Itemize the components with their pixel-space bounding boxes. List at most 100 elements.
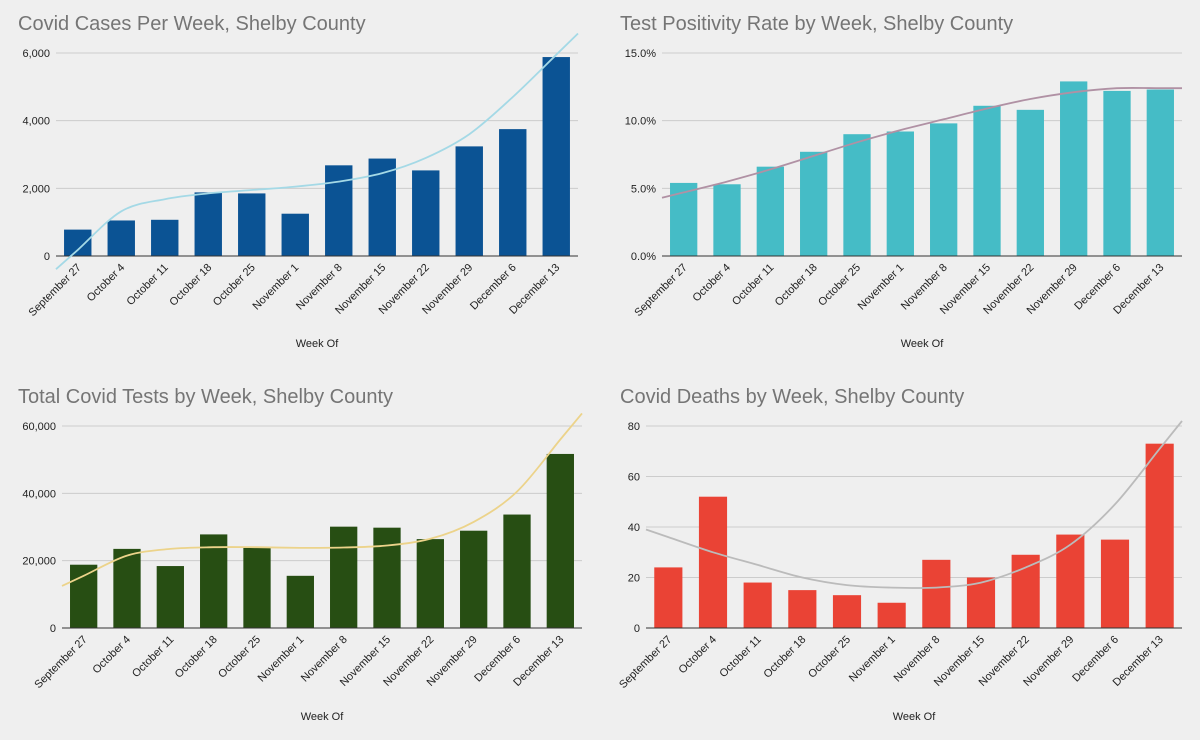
trendline — [645, 420, 1183, 589]
bar — [743, 582, 772, 628]
bar — [460, 530, 488, 628]
chart-title: Covid Cases Per Week, Shelby County — [18, 13, 366, 35]
trendline — [661, 86, 1182, 199]
bar — [698, 496, 728, 628]
bar — [330, 526, 358, 628]
bar — [243, 547, 271, 628]
bar — [877, 602, 906, 628]
bar — [843, 134, 871, 256]
bar — [930, 123, 958, 256]
bar — [713, 184, 741, 256]
y-tick-label: 0 — [44, 251, 50, 263]
bar — [973, 105, 1001, 256]
bar — [800, 151, 828, 256]
trendline — [55, 32, 579, 270]
trendline — [61, 412, 583, 587]
y-tick-label: 0.0% — [631, 251, 656, 263]
y-tick-label: 15.0% — [625, 48, 656, 60]
bar — [1103, 90, 1131, 256]
x-tick-label: October 11 — [130, 634, 176, 680]
bar — [281, 213, 309, 256]
x-tick-label: October 4 — [690, 262, 733, 305]
bar — [325, 165, 353, 256]
y-tick-label: 0 — [634, 623, 640, 635]
bar — [542, 57, 570, 257]
x-tick-label: October 25 — [211, 262, 258, 309]
bar — [1060, 81, 1088, 256]
bar — [113, 548, 141, 628]
y-tick-label: 6,000 — [22, 48, 50, 60]
bar — [373, 527, 401, 628]
x-axis-title: Week Of — [296, 338, 340, 350]
bar — [107, 220, 135, 256]
x-tick-label: October 18 — [167, 262, 214, 309]
bar — [194, 192, 222, 256]
x-axis-title: Week Of — [901, 338, 945, 350]
y-tick-label: 4,000 — [22, 116, 50, 128]
positivity-chart: Test Positivity Rate by Week, Shelby Cou… — [620, 13, 1182, 350]
x-tick-label: October 4 — [90, 634, 133, 677]
bar — [200, 534, 228, 628]
bar — [654, 567, 683, 628]
x-tick-label: October 25 — [806, 634, 853, 681]
x-tick-label: October 11 — [124, 262, 170, 308]
y-tick-label: 20,000 — [22, 556, 56, 568]
bar — [503, 514, 531, 628]
bar — [1146, 89, 1174, 256]
x-tick-label: October 18 — [773, 262, 820, 309]
bar — [1016, 109, 1044, 256]
tests-chart: Total Covid Tests by Week, Shelby County… — [18, 386, 583, 723]
bar — [151, 219, 179, 256]
bar — [922, 559, 951, 628]
x-tick-label: October 11 — [730, 262, 776, 308]
bar — [64, 229, 92, 256]
y-tick-label: 5.0% — [631, 183, 656, 195]
x-tick-label: November 1 — [847, 634, 898, 685]
bar — [832, 595, 862, 628]
bar — [546, 453, 574, 628]
bar — [416, 539, 444, 628]
x-tick-label: September 27 — [632, 262, 689, 319]
bar — [1056, 534, 1085, 628]
bar — [455, 146, 483, 256]
x-tick-label: October 25 — [216, 634, 263, 681]
bar — [788, 590, 817, 628]
bar — [238, 193, 266, 256]
y-tick-label: 60 — [628, 472, 640, 484]
x-tick-label: October 4 — [85, 262, 128, 305]
bar — [1100, 539, 1130, 628]
chart-title: Covid Deaths by Week, Shelby County — [620, 386, 964, 408]
cases-chart: Covid Cases Per Week, Shelby County 0 2,00… — [18, 13, 579, 350]
y-tick-label: 0 — [50, 623, 56, 635]
x-tick-label: October 18 — [761, 634, 808, 681]
bar — [966, 577, 996, 628]
y-tick-label: 20 — [628, 573, 640, 585]
y-tick-label: 2,000 — [22, 183, 50, 195]
x-tick-label: September 27 — [617, 634, 674, 691]
chart-title: Test Positivity Rate by Week, Shelby Cou… — [620, 13, 1013, 35]
bar — [1145, 443, 1174, 628]
x-tick-label: September 27 — [27, 262, 84, 319]
bar — [1011, 554, 1040, 628]
x-axis-title: Week Of — [893, 711, 937, 723]
x-tick-label: September 27 — [32, 634, 89, 691]
x-tick-label: October 25 — [816, 262, 863, 309]
x-tick-label: October 18 — [173, 634, 220, 681]
x-tick-label: October 11 — [717, 634, 763, 680]
y-tick-label: 80 — [628, 421, 640, 433]
bar — [70, 564, 98, 628]
bar — [412, 170, 440, 256]
bar — [499, 129, 527, 256]
x-tick-label: October 4 — [676, 634, 719, 677]
bar — [156, 566, 184, 628]
bar — [886, 131, 914, 256]
y-tick-label: 40,000 — [22, 488, 56, 500]
bar — [286, 575, 314, 628]
y-tick-label: 40 — [628, 522, 640, 534]
bar — [756, 166, 784, 256]
x-axis-title: Week Of — [301, 711, 345, 723]
y-tick-label: 10.0% — [625, 116, 656, 128]
deaths-chart: Covid Deaths by Week, Shelby County 0 20 40… — [617, 386, 1183, 723]
y-tick-label: 60,000 — [22, 421, 56, 433]
